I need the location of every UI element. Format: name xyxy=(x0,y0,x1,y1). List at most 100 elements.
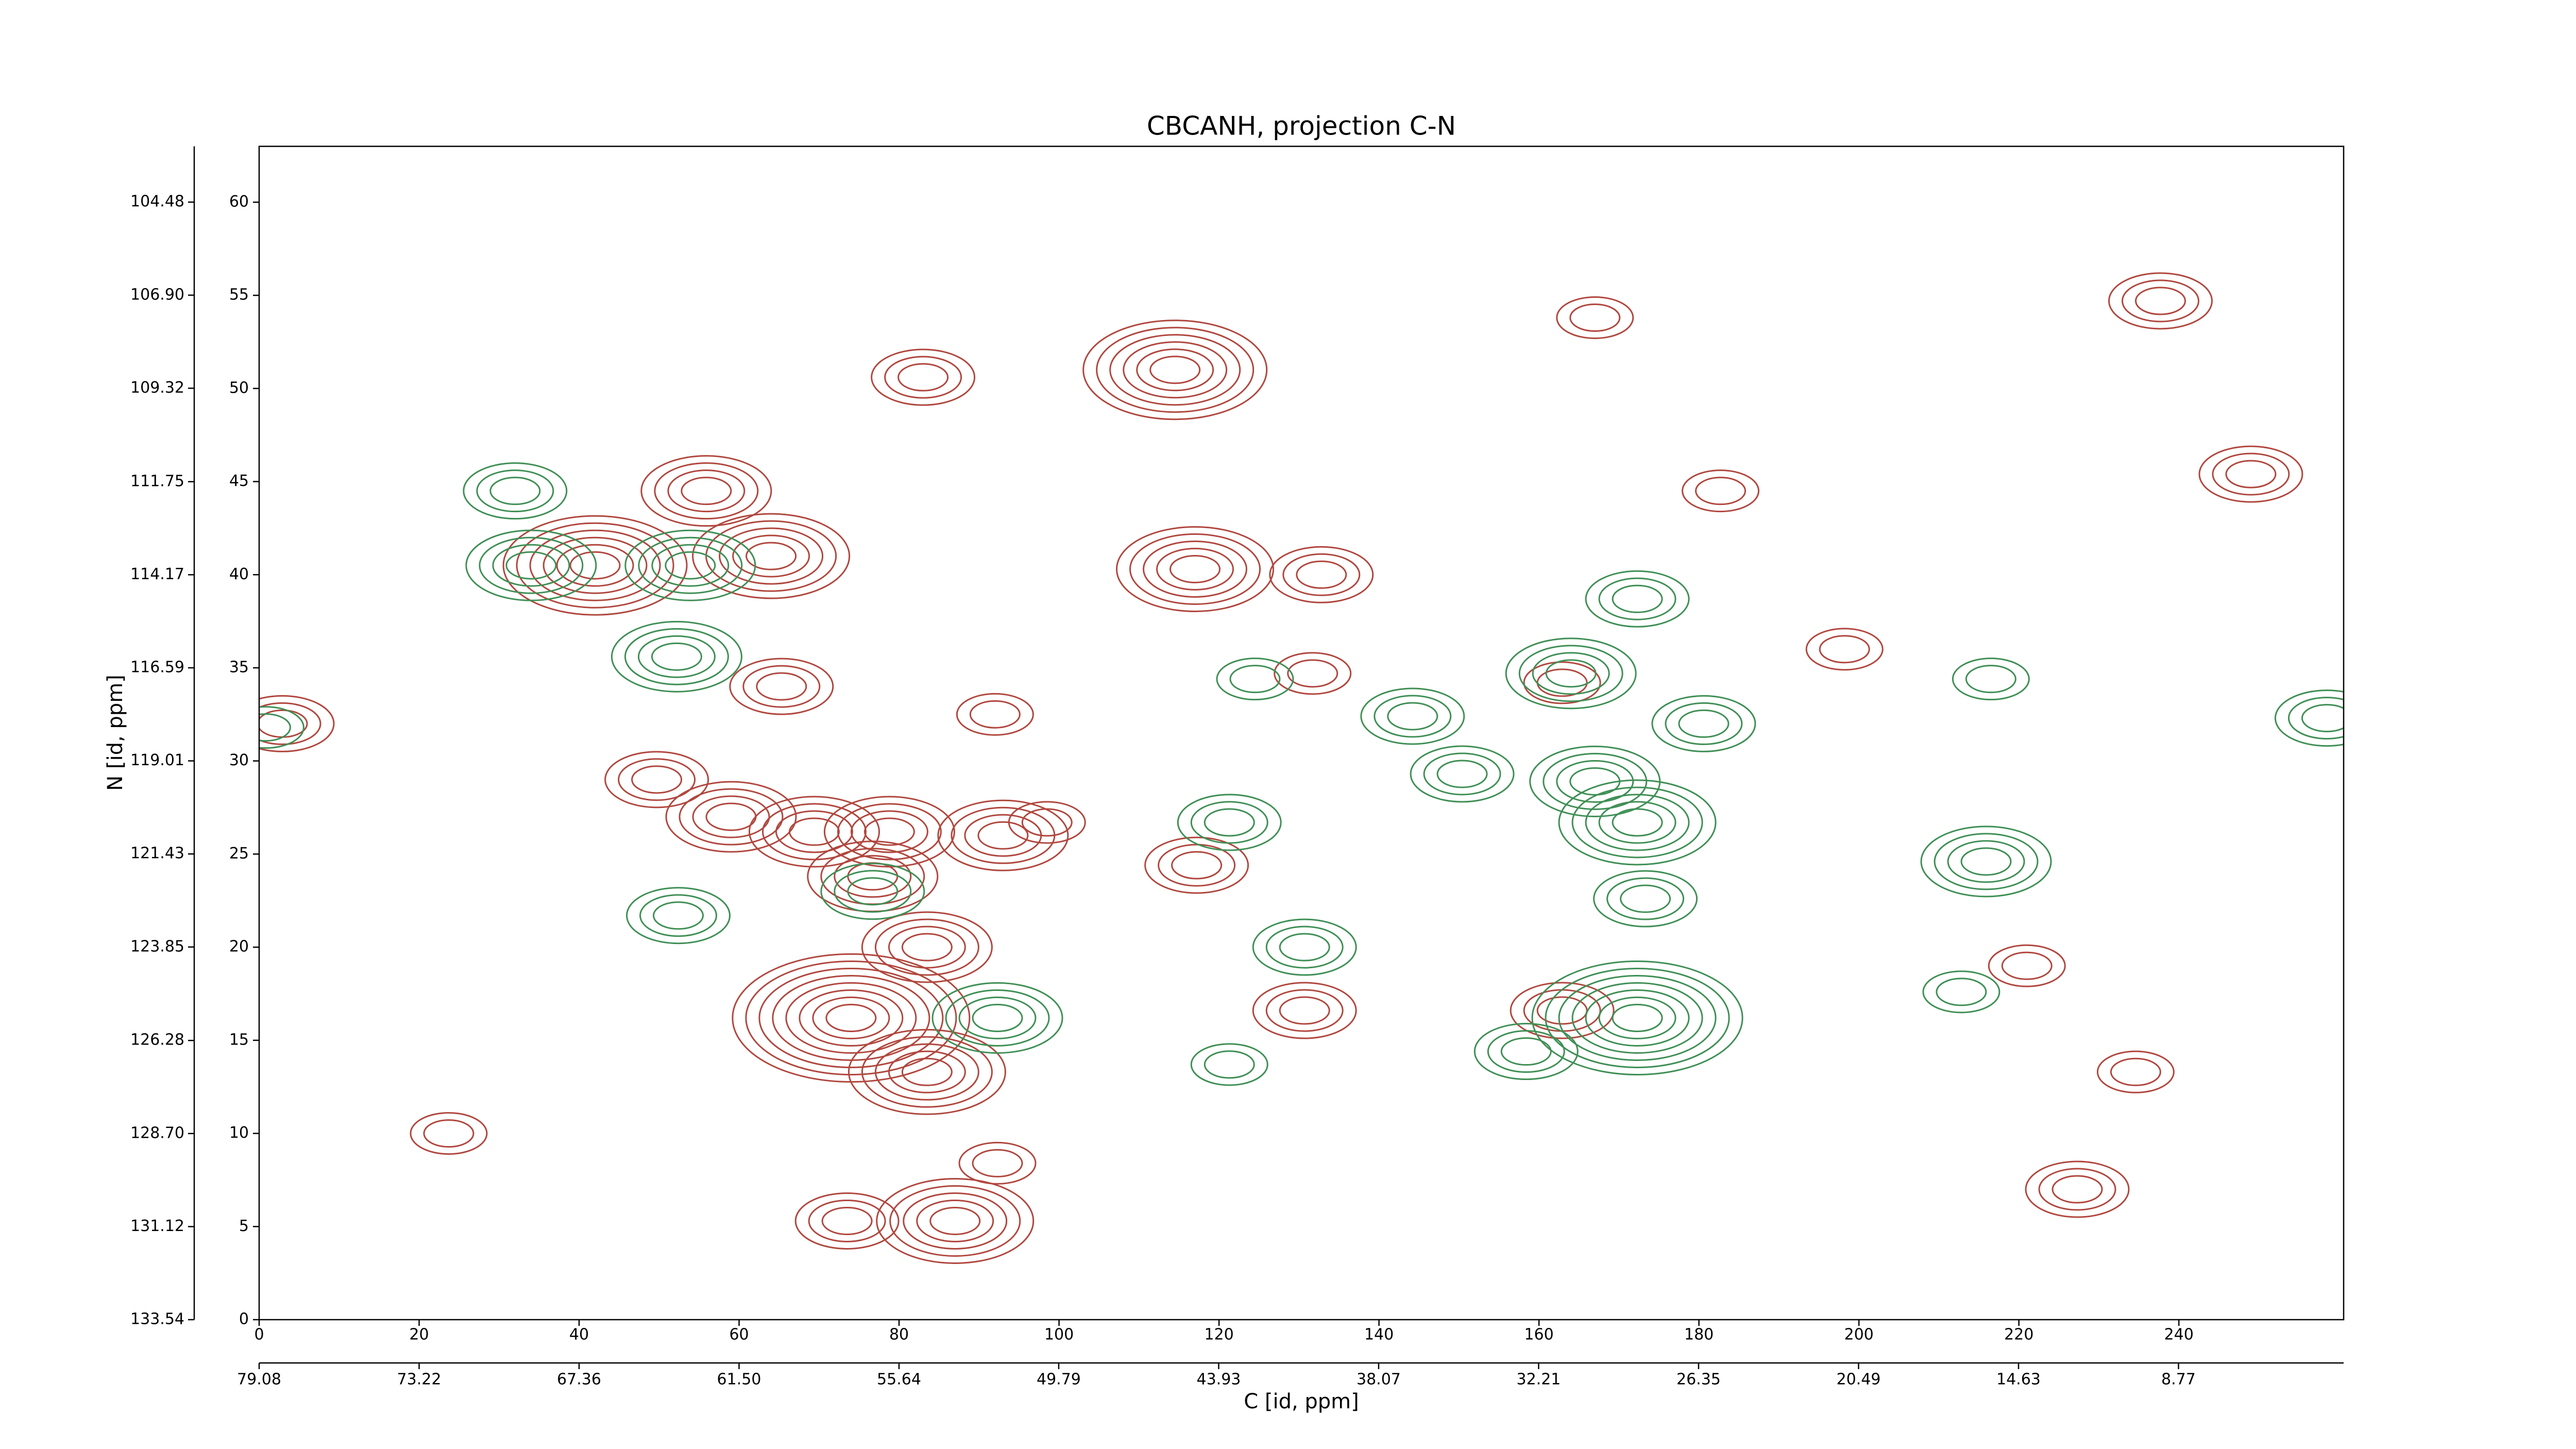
contour-level xyxy=(624,628,729,685)
contour-level xyxy=(492,544,570,587)
contour-level xyxy=(1143,540,1248,598)
contour-level xyxy=(748,796,880,868)
contour-level xyxy=(1204,1050,1255,1079)
contour-level xyxy=(1665,702,1743,745)
contour-level xyxy=(1008,801,1086,844)
contour-level xyxy=(1279,996,1330,1025)
contour-level xyxy=(916,1199,994,1242)
contour-level xyxy=(624,529,756,601)
y2-tick-label: 128.70 xyxy=(130,1124,184,1142)
y-tick-label: 60 xyxy=(229,193,249,211)
contour-level xyxy=(1082,319,1268,420)
contour-level xyxy=(1585,989,1690,1047)
contour-level xyxy=(410,1112,488,1155)
contour-level xyxy=(1387,702,1438,731)
contour-level xyxy=(626,887,731,945)
y-tick-label: 50 xyxy=(229,379,249,397)
contour-level xyxy=(1252,918,1357,976)
contour-level xyxy=(1116,526,1275,612)
contour-level xyxy=(1500,1037,1552,1066)
contour-level xyxy=(1265,989,1344,1032)
contour-level xyxy=(1936,978,1987,1006)
y2-tick-label: 116.59 xyxy=(130,659,184,677)
chart-title: CBCANH, projection C-N xyxy=(1147,111,1456,141)
y2-tick-label: 114.17 xyxy=(130,565,184,583)
contour-level xyxy=(745,542,797,570)
contour-level xyxy=(1144,836,1249,894)
contour-level xyxy=(489,477,541,506)
contour-level xyxy=(667,469,745,513)
contour-level xyxy=(977,821,1029,850)
contour-level xyxy=(1252,982,1357,1039)
contour-level xyxy=(1960,847,2012,876)
contour-level xyxy=(1556,296,1634,340)
x2-tick-label: 14.63 xyxy=(1996,1371,2041,1389)
contour-level xyxy=(888,1050,966,1093)
contour-level xyxy=(834,855,912,898)
x2-tick-label: 49.79 xyxy=(1037,1371,1081,1389)
contour-level xyxy=(705,520,837,592)
contour-level xyxy=(259,706,304,749)
contour-level xyxy=(1598,801,1676,844)
contour-level xyxy=(654,462,759,520)
contour-level xyxy=(1374,695,1452,738)
y-tick-label: 20 xyxy=(229,938,249,956)
y2-tick-label: 126.28 xyxy=(130,1031,184,1049)
contour-level xyxy=(1518,645,1623,702)
contour-level xyxy=(1190,801,1268,844)
contour-level xyxy=(821,1206,873,1235)
contour-level xyxy=(2110,1057,2161,1086)
contour-level xyxy=(465,529,597,601)
y-tick-label: 40 xyxy=(229,565,249,583)
contour-level xyxy=(1598,577,1676,620)
contour-level xyxy=(638,536,743,594)
plot-frame xyxy=(258,145,2345,1321)
contour-level xyxy=(2301,704,2344,733)
contour-level xyxy=(834,870,912,913)
contour-level xyxy=(1170,554,1221,583)
contour-level xyxy=(1585,794,1690,851)
contour-level xyxy=(556,544,634,587)
contour-level xyxy=(1021,808,1073,837)
contour-level xyxy=(1620,884,1671,913)
contour-level xyxy=(850,810,928,853)
contour-level xyxy=(945,989,1050,1047)
contour-level xyxy=(729,658,834,715)
contour-level xyxy=(1819,635,1870,664)
contour-level xyxy=(719,527,824,585)
contour-level xyxy=(837,803,942,861)
contour-level xyxy=(884,356,962,399)
contour-level xyxy=(516,522,674,609)
contour-level xyxy=(505,551,557,580)
contour-level xyxy=(1149,356,1201,384)
contour-level xyxy=(502,515,688,616)
contour-level xyxy=(1487,1030,1565,1073)
contour-level xyxy=(1523,661,1601,704)
contour-level xyxy=(761,803,867,861)
contour-level xyxy=(259,695,335,752)
y-tick-label: 5 xyxy=(239,1217,249,1235)
x2-tick-label: 8.77 xyxy=(2161,1371,2196,1389)
contour-level xyxy=(1510,982,1615,1039)
x2-tick-label: 26.35 xyxy=(1676,1371,1721,1389)
contour-level xyxy=(665,551,716,580)
contour-level xyxy=(1922,970,2001,1014)
contour-level xyxy=(897,363,949,392)
contour-level xyxy=(665,781,797,853)
x-tick-label: 140 xyxy=(1364,1326,1394,1344)
contour-level xyxy=(785,982,917,1054)
contour-level xyxy=(1279,933,1330,962)
contour-level xyxy=(1171,851,1223,880)
contour-level xyxy=(1410,745,1515,803)
contour-level xyxy=(732,534,810,578)
contour-level xyxy=(1612,1003,1663,1032)
contour-level xyxy=(1216,658,1294,701)
contour-level xyxy=(863,817,915,846)
contour-level xyxy=(1129,533,1261,605)
contour-level xyxy=(479,536,584,594)
contour-level xyxy=(1190,1043,1268,1086)
contour-level xyxy=(1558,779,1717,866)
x-tick-label: 80 xyxy=(889,1326,909,1344)
contour-level xyxy=(788,817,840,846)
contour-level xyxy=(1606,877,1685,920)
